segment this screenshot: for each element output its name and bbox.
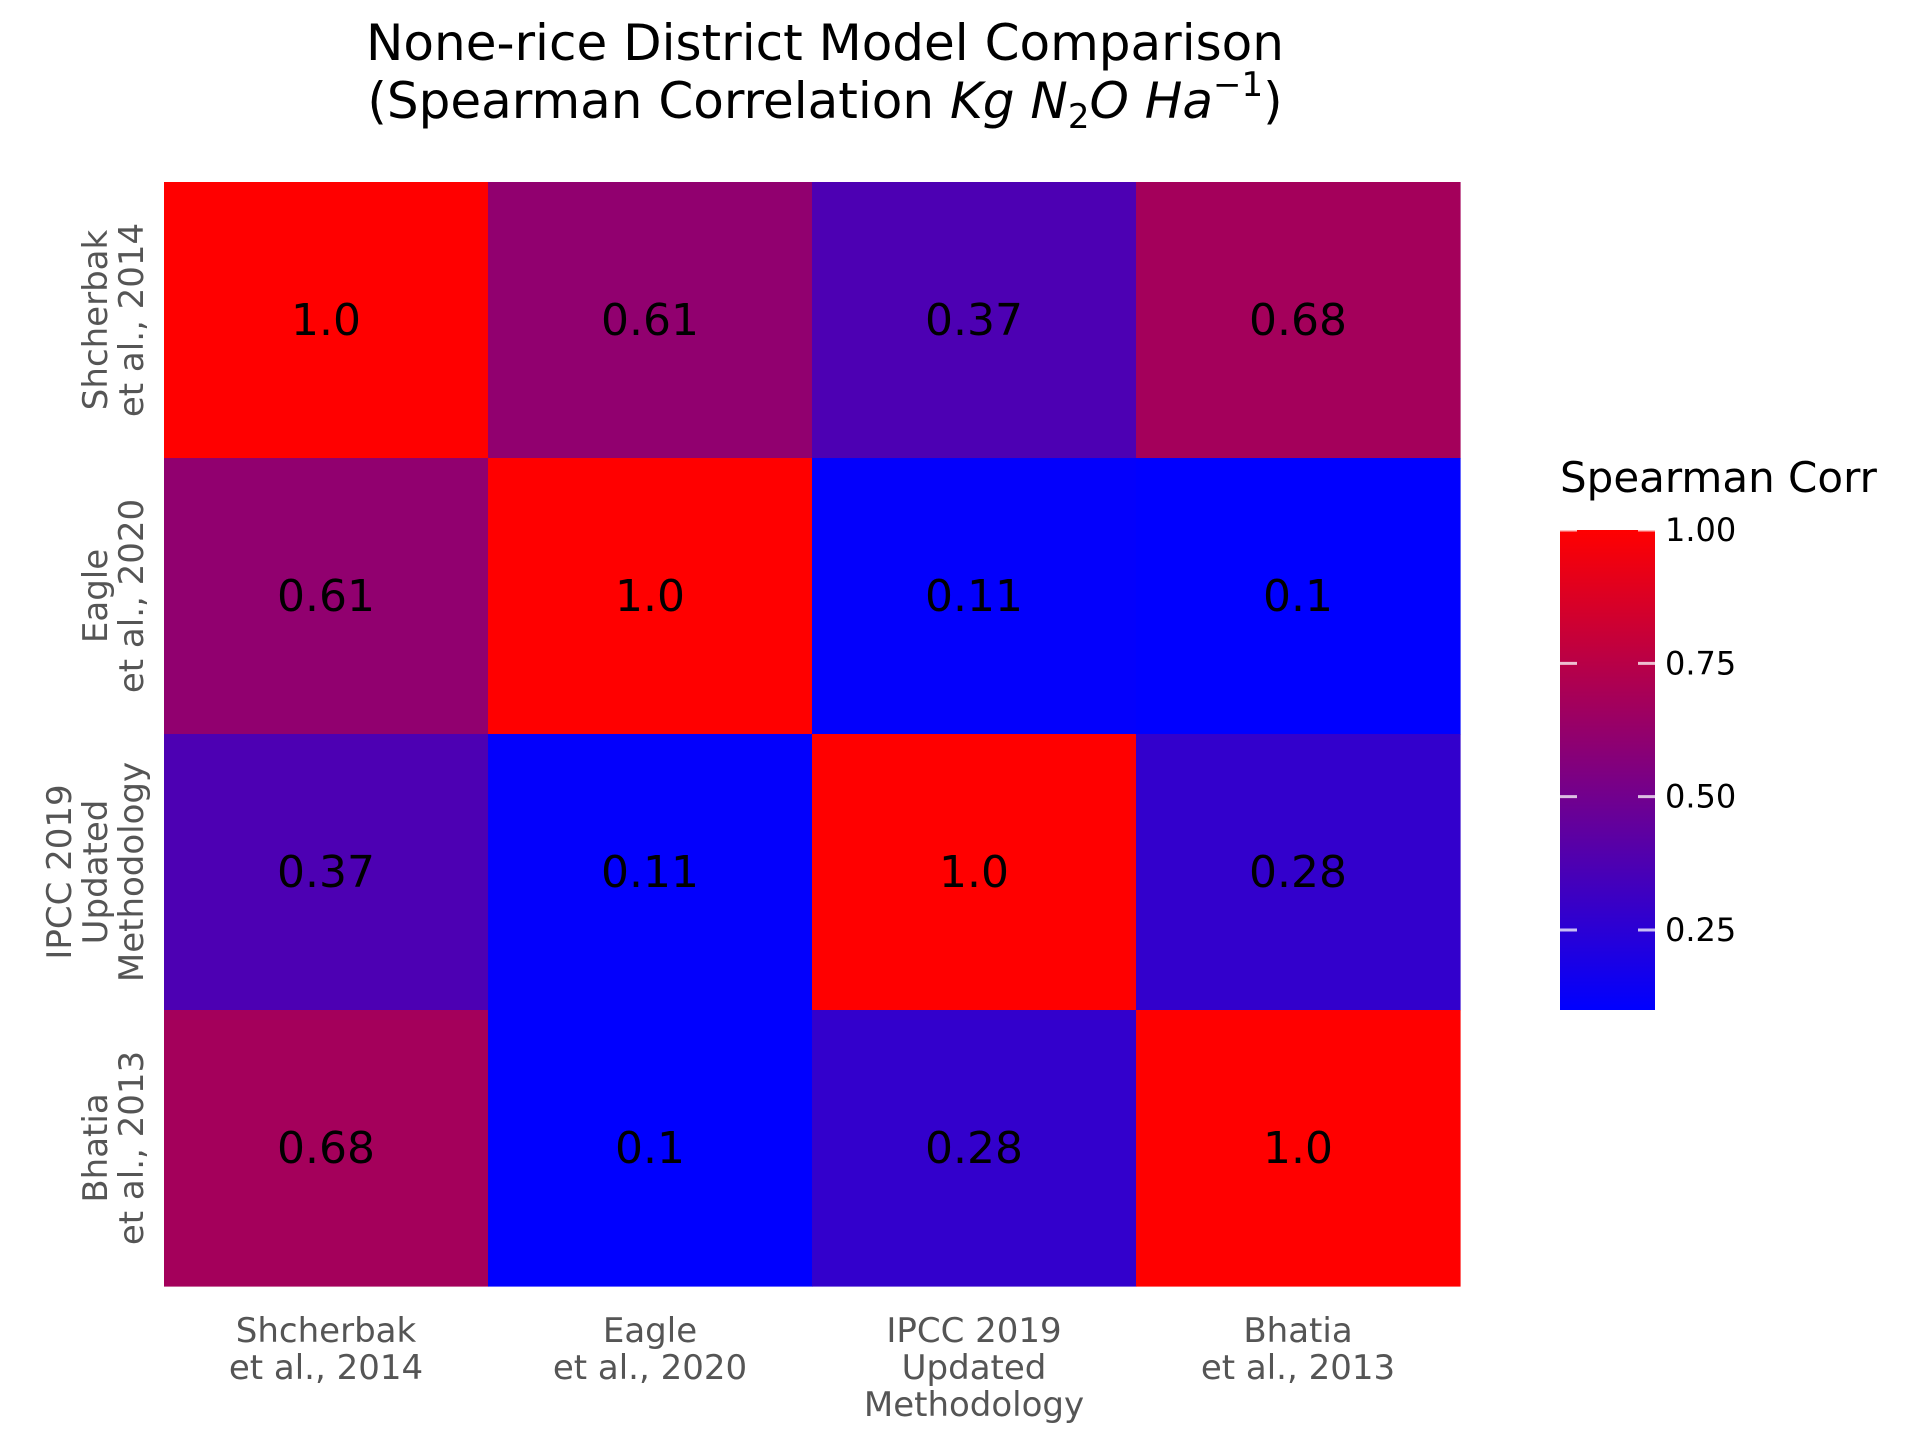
colorbar-bar (1560, 530, 1655, 1010)
heatmap-cell-r0-c1 (488, 182, 813, 459)
colorbar-tick-label-0: 0.25 (1665, 911, 1736, 949)
heatmap-cell-r3-c3 (1136, 1010, 1461, 1287)
cell-label-r0-c0: 1.0 (291, 295, 361, 346)
cell-label-r1-c0: 0.61 (277, 571, 375, 622)
heatmap-cell-r3-c2 (812, 1010, 1137, 1287)
y-tick-label-3-line-0: Bhatia (76, 1093, 116, 1202)
cell-label-r1-c3: 0.1 (1263, 571, 1333, 622)
y-tick-label-3-line-1: et al., 2013 (112, 1051, 152, 1245)
cell-label-r0-c1: 0.61 (601, 295, 699, 346)
x-tick-label-2-line-0: IPCC 2019 (886, 1311, 1061, 1351)
heatmap-cell-r3-c0 (164, 1010, 489, 1287)
y-tick-label-2: IPCC 2019UpdatedMethodology (40, 762, 152, 982)
title-suffix: ) (1263, 72, 1283, 130)
cell-label-r2-c2: 1.0 (939, 847, 1009, 898)
x-tick-label-3-line-0: Bhatia (1243, 1311, 1352, 1351)
x-tick-label-3: Bhatia et al., 2013 (1201, 1311, 1395, 1388)
cell-label-r0-c3: 0.68 (1249, 295, 1347, 346)
title-ha-superscript: −1 (1213, 65, 1263, 105)
y-tick-label-3: Bhatiaet al., 2013 (76, 1051, 152, 1245)
title-prefix: (Spearman Correlation (367, 72, 950, 130)
cell-label-r3-c2: 0.28 (925, 1123, 1023, 1174)
cell-label-r0-c2: 0.37 (925, 295, 1023, 346)
x-tick-label-1: Eagle et al., 2020 (553, 1311, 747, 1388)
cell-label-r1-c2: 0.11 (925, 571, 1023, 622)
heatmap-cell-r1-c3 (1136, 458, 1461, 735)
title-space-1 (1015, 72, 1031, 130)
y-tick-label-2-line-2: Methodology (112, 762, 152, 982)
x-tick-label-0-line-0: Shcherbak (236, 1311, 417, 1351)
cell-label-r2-c1: 0.11 (601, 847, 699, 898)
x-tick-label-1-line-0: Eagle (603, 1311, 697, 1351)
heatmap-cell-r1-c2 (812, 458, 1137, 735)
y-tick-label-0: Shcherbaket al., 2014 (76, 223, 152, 417)
cell-label-r3-c3: 1.0 (1263, 1123, 1333, 1174)
title-space-2 (1129, 72, 1145, 130)
x-tick-label-2-line-2: Methodology (864, 1385, 1084, 1425)
heatmap-cell-r2-c0 (164, 734, 489, 1011)
y-tick-label-2-line-1: Updated (76, 800, 116, 945)
title-n: N (1030, 72, 1067, 130)
colorbar-tick-label-1: 0.50 (1665, 778, 1736, 816)
heatmap-cells (164, 182, 1461, 1287)
y-tick-label-0-line-0: Shcherbak (76, 230, 116, 411)
cell-label-r1-c1: 1.0 (615, 571, 685, 622)
heatmap-cell-r1-c1 (488, 458, 813, 735)
y-tick-label-1-line-0: Eagle (76, 549, 116, 643)
chart-title-line-1: None-rice District Model Comparison (366, 14, 1284, 72)
cell-label-r3-c0: 0.68 (277, 1123, 375, 1174)
x-tick-label-2-line-1: Updated (902, 1348, 1047, 1388)
title-ha: Ha (1145, 72, 1213, 130)
cell-label-r3-c1: 0.1 (615, 1123, 685, 1174)
y-tick-label-2-line-0: IPCC 2019 (40, 784, 80, 959)
cell-label-r2-c3: 0.28 (1249, 847, 1347, 898)
heatmap-cell-r2-c1 (488, 734, 813, 1011)
y-tick-label-0-line-1: et al., 2014 (112, 223, 152, 417)
chart-title: None-rice District Model Comparison (Spe… (366, 14, 1284, 137)
x-tick-label-0: Shcherbak et al., 2014 (229, 1311, 423, 1388)
x-axis-tick-labels: Shcherbak et al., 2014 Eagle et al., 2020 IP… (229, 1311, 1395, 1425)
heatmap-cell-r3-c1 (488, 1010, 813, 1287)
heatmap-cell-r0-c3 (1136, 182, 1461, 459)
title-kg: Kg (950, 72, 1015, 130)
colorbar-title: Spearman Corr (1560, 453, 1878, 502)
y-tick-label-1-line-1: et al., 2020 (112, 499, 152, 693)
x-tick-label-0-line-1: et al., 2014 (229, 1348, 423, 1388)
heatmap-cell-r0-c0 (164, 182, 489, 459)
heatmap-cell-r2-c2 (812, 734, 1137, 1011)
x-tick-label-3-line-1: et al., 2013 (1201, 1348, 1395, 1388)
chart-title-line-2: (Spearman Correlation Kg N2O Ha−1) (367, 65, 1282, 137)
heatmap-cell-r2-c3 (1136, 734, 1461, 1011)
title-o: O (1089, 72, 1128, 130)
x-tick-label-2: IPCC 2019 Updated Methodology (864, 1311, 1084, 1425)
cell-label-r2-c0: 0.37 (277, 847, 375, 898)
x-tick-label-1-line-1: et al., 2020 (553, 1348, 747, 1388)
heatmap-cell-r1-c0 (164, 458, 489, 735)
y-axis-tick-labels: Shcherbaket al., 2014 Eagleet al., 2020 IP… (40, 223, 152, 1245)
y-tick-label-1: Eagleet al., 2020 (76, 499, 152, 693)
colorbar: Spearman Corr 0.25 0.50 0.75 1.00 (1560, 453, 1878, 1010)
colorbar-tick-label-2: 0.75 (1665, 644, 1736, 682)
heatmap-cell-r0-c2 (812, 182, 1137, 459)
colorbar-tick-label-3: 1.00 (1665, 511, 1736, 549)
title-n-subscript: 2 (1068, 97, 1090, 137)
heatmap-cell-labels: 1.0 0.61 0.37 0.68 0.61 1.0 0.11 0.1 0.37 0.11 1.0… (277, 295, 1347, 1174)
